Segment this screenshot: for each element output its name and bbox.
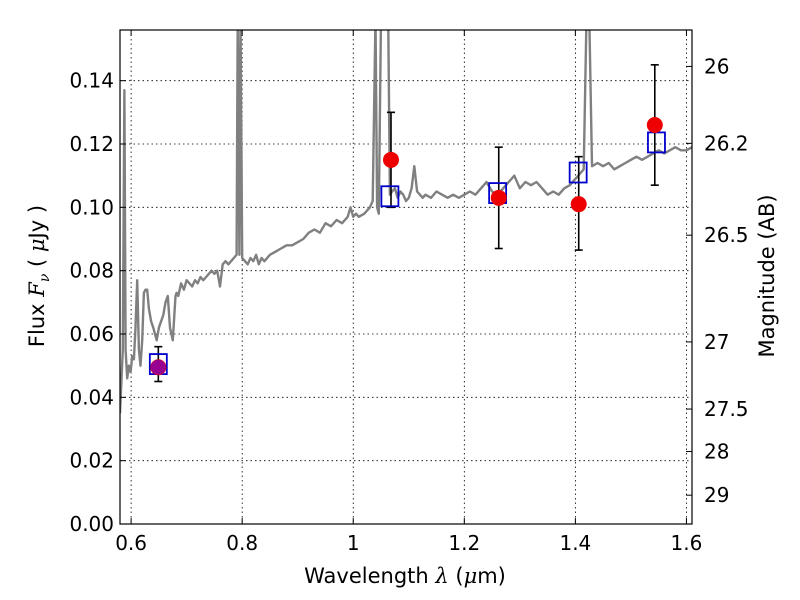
y2-tick-label: 26 — [704, 54, 729, 78]
model-photometry-square — [647, 131, 666, 154]
data-layer — [120, 30, 692, 414]
y-tick-label: 0.08 — [69, 259, 114, 283]
y-tick-label: 0.00 — [69, 512, 114, 536]
overlap-point — [150, 359, 166, 375]
y2-tick-label: 28 — [704, 439, 729, 463]
model-photometry-square — [380, 185, 400, 208]
x-tick-label: 1.2 — [448, 531, 480, 555]
x-tick-label: 0.6 — [115, 531, 147, 555]
y-tick-label: 0.10 — [69, 195, 114, 219]
tick-layer: 0.6 0.8 1 1.2 1.4 1.6 0.00 0.02 0.04 0.06 0.08 0.10… — [69, 30, 749, 555]
observed-flux-point — [570, 196, 587, 213]
y-tick-label: 0.02 — [69, 449, 114, 473]
model-photometry-square — [568, 161, 588, 184]
y2-axis-title: Magnitude (AB) — [755, 194, 779, 357]
x-tick-label: 1.4 — [559, 531, 591, 555]
observed-flux-point — [490, 189, 507, 206]
x-tick-label: 1.6 — [671, 531, 703, 555]
y-axis-title: Flux Fν ( μJy ) — [25, 205, 53, 347]
model-spectrum-line — [120, 30, 692, 414]
y-tick-label: 0.04 — [69, 385, 114, 409]
x-tick-label: 0.8 — [226, 531, 258, 555]
y2-tick-label: 26.2 — [704, 131, 749, 155]
plot-frame — [119, 29, 693, 525]
y-tick-label: 0.14 — [69, 69, 114, 93]
y2-tick-label: 26.5 — [704, 223, 749, 247]
observed-flux-point — [383, 151, 400, 168]
y2-tick-label: 27 — [704, 330, 729, 354]
x-tick-label: 1 — [347, 531, 360, 555]
y-tick-label: 0.12 — [69, 132, 114, 156]
observed-flux-point — [646, 117, 663, 133]
y2-tick-label: 27.5 — [704, 397, 749, 421]
y-tick-label: 0.06 — [69, 322, 114, 346]
y2-tick-label: 29 — [704, 483, 729, 507]
x-axis-title: Wavelength λ (μm) — [304, 564, 506, 588]
